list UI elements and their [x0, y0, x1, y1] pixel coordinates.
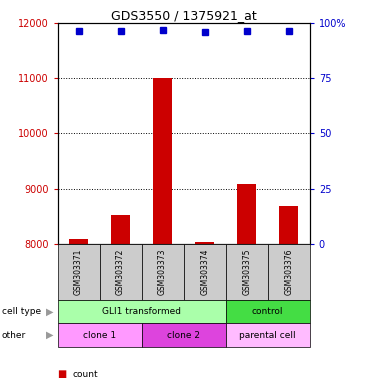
Text: ■: ■ [58, 369, 67, 379]
Text: count: count [72, 369, 98, 379]
Text: parental cell: parental cell [239, 331, 296, 340]
Text: clone 2: clone 2 [167, 331, 200, 340]
Text: GSM303372: GSM303372 [116, 248, 125, 295]
Bar [195, 242, 214, 244]
Text: GSM303375: GSM303375 [242, 248, 251, 295]
Text: other: other [2, 331, 26, 340]
Bar [153, 78, 172, 244]
Bar [69, 240, 88, 244]
Text: clone 1: clone 1 [83, 331, 116, 340]
Text: GSM303371: GSM303371 [74, 248, 83, 295]
Text: GLI1 transformed: GLI1 transformed [102, 307, 181, 316]
Title: GDS3550 / 1375921_at: GDS3550 / 1375921_at [111, 9, 256, 22]
Text: GSM303374: GSM303374 [200, 248, 209, 295]
Text: ▶: ▶ [46, 330, 54, 340]
Bar [111, 215, 130, 244]
Text: GSM303373: GSM303373 [158, 248, 167, 295]
Text: control: control [252, 307, 283, 316]
Bar [279, 206, 298, 244]
Text: ▶: ▶ [46, 306, 54, 316]
Text: GSM303376: GSM303376 [284, 248, 293, 295]
Text: cell type: cell type [2, 307, 41, 316]
Bar [237, 184, 256, 244]
